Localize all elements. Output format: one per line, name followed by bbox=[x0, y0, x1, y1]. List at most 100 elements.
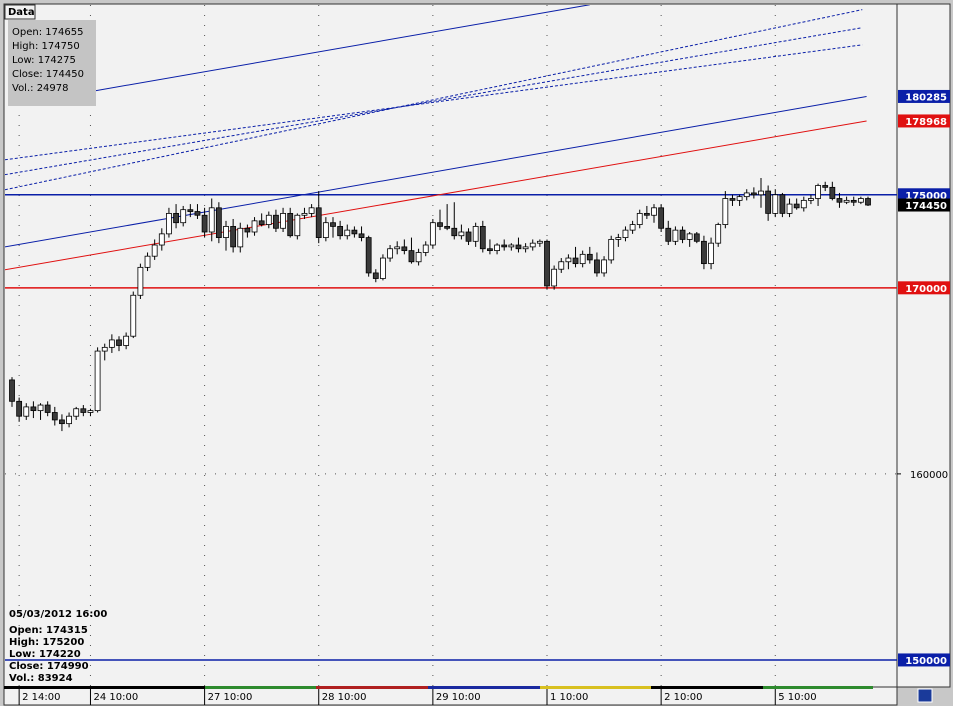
candle-body bbox=[301, 212, 308, 216]
candle-body bbox=[658, 207, 665, 229]
cursor-title: 05/03/2012 16:00 bbox=[9, 609, 107, 620]
price-level-label: 175000 bbox=[905, 191, 947, 202]
candle-body bbox=[615, 237, 622, 240]
candle-body bbox=[322, 222, 329, 238]
candle-body bbox=[415, 252, 422, 263]
info-line: Vol.: 24978 bbox=[12, 83, 69, 94]
candle-body bbox=[387, 248, 393, 259]
candle-body bbox=[572, 257, 579, 265]
candle-body bbox=[401, 246, 408, 252]
candle-body bbox=[180, 209, 187, 224]
candle-body bbox=[280, 212, 286, 229]
candle-body bbox=[558, 261, 565, 270]
cursor-line: Open: 174315 bbox=[9, 625, 88, 636]
candle-body bbox=[9, 379, 15, 402]
session-strip bbox=[92, 686, 205, 689]
candle-body bbox=[173, 212, 179, 224]
x-tick-label: 29 10:00 bbox=[436, 692, 481, 703]
candle-body bbox=[158, 233, 165, 246]
price-level-label: 170000 bbox=[905, 284, 947, 295]
cursor-line: Low: 174220 bbox=[9, 649, 81, 660]
candle-body bbox=[836, 198, 843, 203]
candle-body bbox=[479, 226, 486, 250]
price-axis-panel bbox=[896, 3, 951, 688]
x-tick-label: 27 10:00 bbox=[208, 692, 253, 703]
candle-body bbox=[536, 240, 543, 244]
candle-body bbox=[315, 207, 322, 238]
candle-body bbox=[437, 222, 443, 227]
candle-body bbox=[230, 226, 237, 248]
scroll-button[interactable] bbox=[917, 688, 933, 703]
candle-body bbox=[865, 198, 871, 206]
candle-body bbox=[622, 229, 629, 238]
candle-body bbox=[16, 400, 23, 417]
info-line: High: 174750 bbox=[12, 41, 80, 52]
x-tick-label: 1 10:00 bbox=[550, 692, 588, 703]
candle-body bbox=[116, 339, 122, 346]
candle-body bbox=[337, 226, 344, 237]
candle-body bbox=[508, 244, 515, 248]
cursor-line: Close: 174990 bbox=[9, 661, 89, 672]
y-tick-label: 160000 bbox=[910, 470, 948, 481]
candle-body bbox=[465, 231, 472, 242]
candle-body bbox=[772, 194, 779, 214]
plot-area bbox=[3, 3, 898, 688]
candle-body bbox=[51, 412, 58, 421]
candle-body bbox=[358, 233, 365, 238]
candle-body bbox=[501, 244, 508, 248]
candle-body bbox=[365, 237, 372, 274]
candle-body bbox=[444, 226, 451, 229]
candle-body bbox=[251, 220, 258, 233]
info-line: Low: 174275 bbox=[12, 55, 76, 66]
candle-body bbox=[551, 268, 558, 287]
candle-body bbox=[59, 419, 65, 425]
candle-body bbox=[686, 233, 693, 240]
x-tick-label: 5 10:00 bbox=[778, 692, 816, 703]
session-strip bbox=[4, 686, 92, 689]
candle-body bbox=[829, 186, 836, 199]
candle-body bbox=[472, 226, 479, 242]
info-line: Close: 174450 bbox=[12, 69, 84, 80]
price-level-box bbox=[898, 653, 950, 667]
candle-body bbox=[215, 207, 222, 238]
candle-body bbox=[594, 259, 600, 274]
session-strip bbox=[763, 686, 873, 689]
candle-body bbox=[601, 259, 607, 274]
trendline-box bbox=[898, 114, 950, 128]
candle-body bbox=[330, 222, 336, 227]
candle-body bbox=[101, 346, 108, 352]
candle-body bbox=[565, 257, 572, 263]
session-strip bbox=[651, 686, 763, 689]
candle-body bbox=[665, 227, 672, 242]
candle-body bbox=[786, 203, 793, 214]
session-strip bbox=[316, 686, 428, 689]
x-tick-label: 2 14:00 bbox=[22, 692, 60, 703]
candle-body bbox=[87, 410, 94, 413]
candle-body bbox=[808, 198, 814, 201]
candle-body bbox=[151, 244, 158, 257]
candle-body bbox=[701, 240, 707, 265]
candle-body bbox=[108, 339, 115, 348]
candle-body bbox=[586, 253, 593, 261]
info-box bbox=[8, 20, 96, 106]
candle-body bbox=[679, 229, 686, 240]
candle-body bbox=[66, 415, 72, 425]
last-price-box bbox=[898, 198, 950, 212]
candle-body bbox=[123, 335, 130, 346]
candle-body bbox=[23, 406, 30, 417]
candle-body bbox=[73, 408, 80, 417]
trendline-label: 180285 bbox=[905, 92, 947, 103]
candle-body bbox=[693, 233, 700, 242]
data-tab bbox=[4, 4, 36, 20]
candle-body bbox=[94, 350, 101, 412]
candle-body bbox=[822, 185, 829, 188]
candle-body bbox=[800, 199, 807, 209]
candle-body bbox=[273, 214, 279, 229]
candle-body bbox=[629, 224, 636, 231]
x-tick-label: 2 10:00 bbox=[664, 692, 702, 703]
candle-body bbox=[451, 227, 458, 237]
candle-body bbox=[779, 194, 786, 214]
session-strip bbox=[540, 686, 651, 689]
candle-body bbox=[636, 212, 643, 225]
